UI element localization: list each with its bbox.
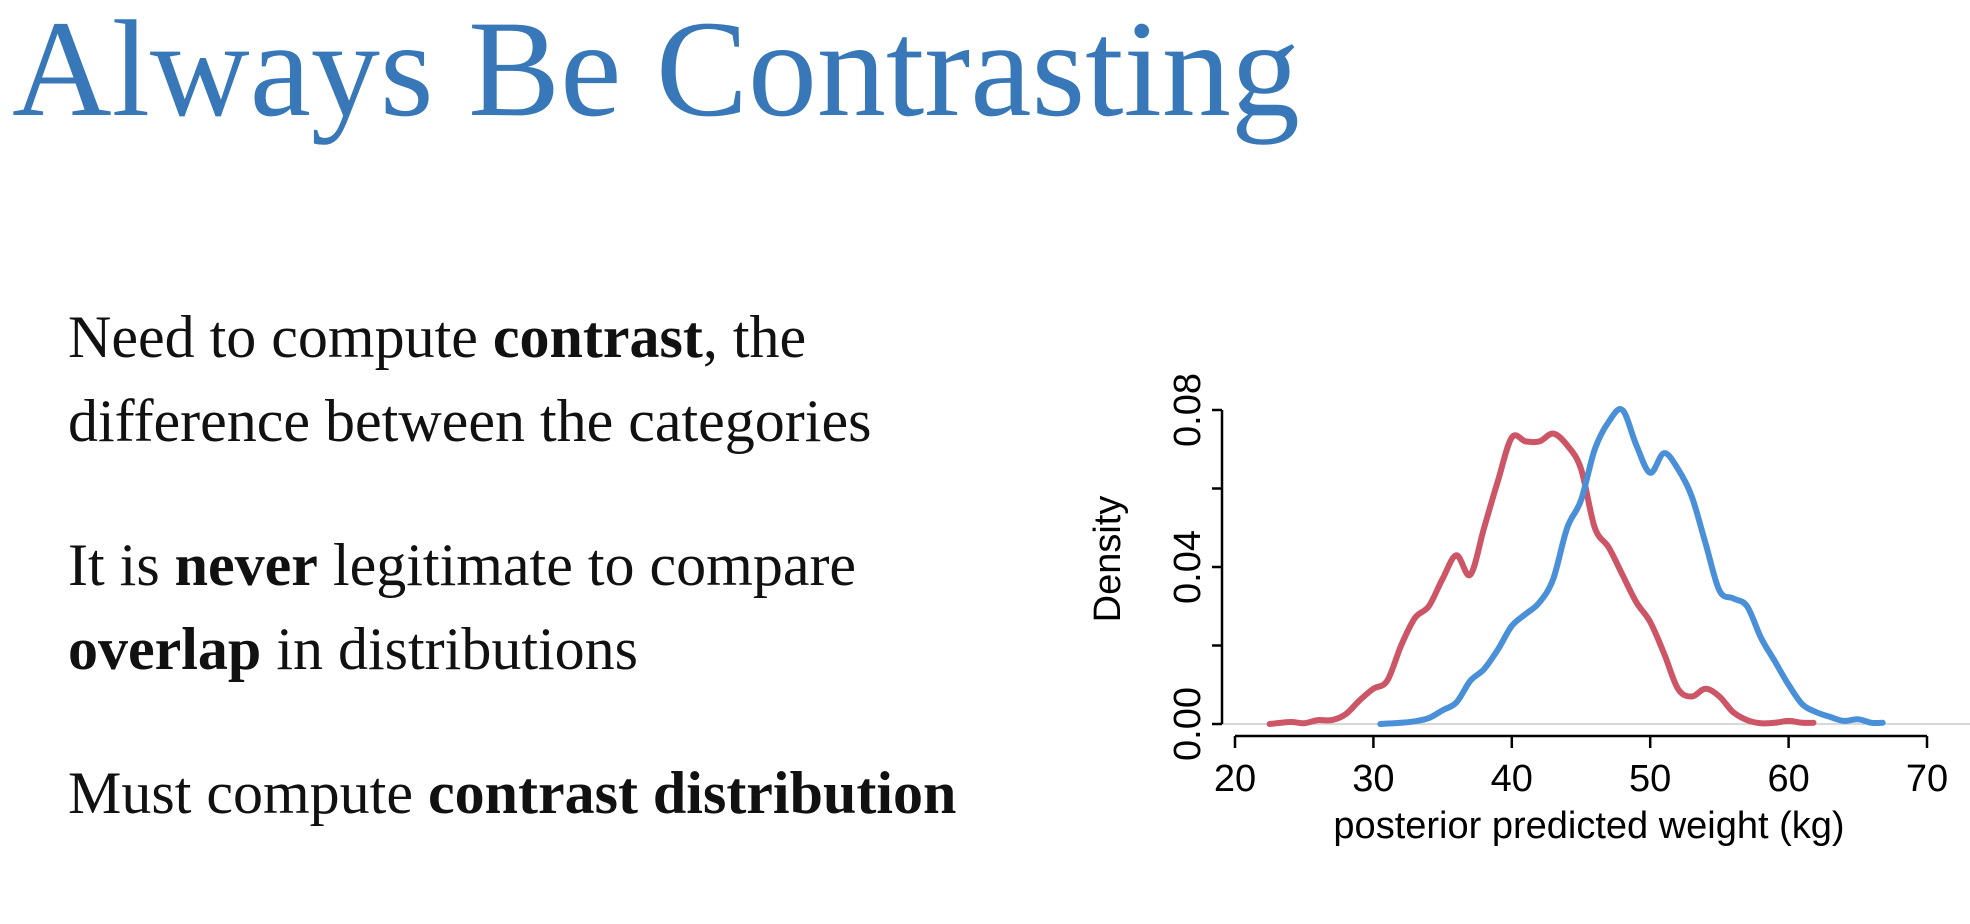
bullet-text: , the difference between the categories [68, 304, 872, 454]
bullet-text: in distributions [261, 616, 639, 682]
x-tick-label: 60 [1767, 758, 1809, 800]
bullet-text: Need to compute [68, 304, 493, 370]
bullet-list: Need to compute contrast, the difference… [68, 295, 1028, 895]
density-curve-blue [1377, 406, 1886, 727]
bullet-item: Must compute contrast distribution [68, 751, 1028, 835]
y-axis-label: Density [1090, 496, 1129, 623]
slide-title: Always Be Contrasting [12, 0, 1300, 145]
bullet-emphasis: contrast [492, 304, 703, 370]
y-tick-label: 0.08 [1167, 373, 1209, 447]
y-tick-label: 0.04 [1167, 530, 1209, 604]
density-chart: 20 30 40 50 60 70 posterior predicted weight (… [1090, 373, 1970, 847]
bullet-emphasis: overlap [68, 616, 262, 682]
bullet-item: It is never legitimate to compare overla… [68, 523, 1028, 691]
bullet-emphasis: contrast distribution [427, 760, 957, 826]
bullet-text: It is [68, 532, 175, 598]
bullet-emphasis: never [174, 532, 318, 598]
density-curve-red [1266, 430, 1817, 727]
x-tick-label: 50 [1629, 758, 1671, 800]
y-tick-label: 0.00 [1167, 687, 1209, 761]
bullet-text: legitimate to compare [317, 532, 857, 598]
bullet-item: Need to compute contrast, the difference… [68, 295, 1028, 463]
bullet-text: Must compute [68, 760, 428, 826]
x-tick-label: 70 [1906, 758, 1948, 800]
x-tick-label: 20 [1214, 758, 1256, 800]
x-tick-label: 30 [1352, 758, 1394, 800]
x-tick-label: 40 [1491, 758, 1533, 800]
x-axis-label: posterior predicted weight (kg) [1333, 805, 1844, 847]
